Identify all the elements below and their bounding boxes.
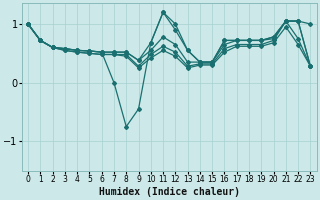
X-axis label: Humidex (Indice chaleur): Humidex (Indice chaleur) <box>99 186 240 197</box>
